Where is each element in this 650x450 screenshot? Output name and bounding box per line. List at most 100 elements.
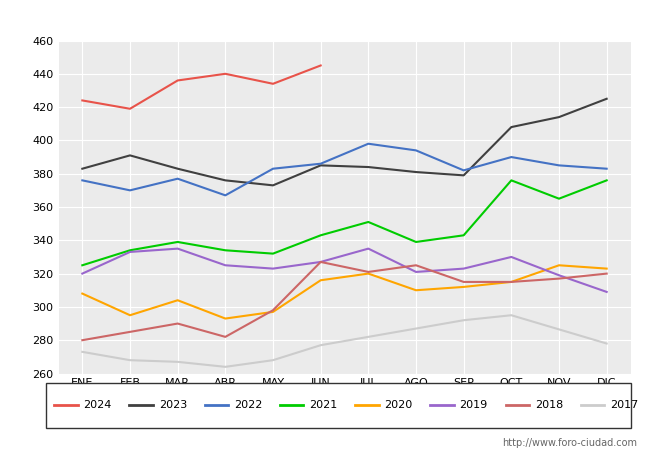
2018 <box>412 263 420 268</box>
2018 <box>174 321 181 326</box>
2024 <box>317 63 324 68</box>
2023 <box>603 96 610 102</box>
2024 <box>79 98 86 103</box>
2019 <box>317 259 324 265</box>
2021 <box>412 239 420 245</box>
2018 <box>269 307 277 313</box>
Line: 2024: 2024 <box>83 65 320 109</box>
2021 <box>365 219 372 225</box>
2023 <box>365 164 372 170</box>
2017 <box>222 364 229 369</box>
2023 <box>269 183 277 188</box>
2018 <box>126 329 134 335</box>
2017 <box>460 318 467 323</box>
2018 <box>508 279 515 285</box>
2019 <box>269 266 277 271</box>
2017 <box>603 341 610 346</box>
2023 <box>508 124 515 130</box>
Line: 2023: 2023 <box>83 99 606 185</box>
Text: 2020: 2020 <box>384 400 413 410</box>
FancyBboxPatch shape <box>46 382 630 428</box>
Text: 2019: 2019 <box>460 400 488 410</box>
2021 <box>603 178 610 183</box>
2020 <box>555 263 563 268</box>
2023 <box>317 163 324 168</box>
2022 <box>174 176 181 181</box>
2022 <box>508 154 515 160</box>
Text: 2023: 2023 <box>159 400 187 410</box>
2024 <box>269 81 277 86</box>
2020 <box>126 313 134 318</box>
2022 <box>603 166 610 171</box>
Text: 2017: 2017 <box>610 400 638 410</box>
2021 <box>222 248 229 253</box>
2021 <box>79 263 86 268</box>
Text: 2021: 2021 <box>309 400 337 410</box>
2024 <box>126 106 134 112</box>
2018 <box>79 338 86 343</box>
Text: http://www.foro-ciudad.com: http://www.foro-ciudad.com <box>502 438 637 448</box>
2022 <box>126 188 134 193</box>
Line: 2020: 2020 <box>83 266 606 319</box>
2022 <box>365 141 372 146</box>
2020 <box>508 279 515 285</box>
2019 <box>365 246 372 252</box>
2020 <box>603 266 610 271</box>
Line: 2022: 2022 <box>83 144 606 195</box>
2023 <box>555 114 563 120</box>
2019 <box>222 263 229 268</box>
2017 <box>365 334 372 340</box>
2023 <box>412 169 420 175</box>
2022 <box>79 178 86 183</box>
2020 <box>460 284 467 290</box>
2022 <box>317 161 324 166</box>
2019 <box>126 249 134 255</box>
2020 <box>79 291 86 296</box>
2019 <box>174 246 181 252</box>
2021 <box>174 239 181 245</box>
2021 <box>508 178 515 183</box>
2022 <box>222 193 229 198</box>
2023 <box>222 178 229 183</box>
2024 <box>174 78 181 83</box>
2017 <box>79 349 86 355</box>
Line: 2017: 2017 <box>83 315 606 367</box>
2019 <box>508 254 515 260</box>
2022 <box>412 148 420 153</box>
2018 <box>222 334 229 340</box>
2021 <box>460 233 467 238</box>
2019 <box>412 269 420 274</box>
2019 <box>603 289 610 295</box>
2017 <box>508 313 515 318</box>
2018 <box>460 279 467 285</box>
2019 <box>460 266 467 271</box>
Text: Afiliados en Huerta de Valdecarábanos a 31/5/2024: Afiliados en Huerta de Valdecarábanos a … <box>128 10 522 26</box>
2023 <box>460 173 467 178</box>
2021 <box>126 248 134 253</box>
2023 <box>79 166 86 171</box>
2020 <box>222 316 229 321</box>
2020 <box>269 309 277 315</box>
2021 <box>317 233 324 238</box>
2018 <box>555 276 563 281</box>
2018 <box>603 271 610 276</box>
2022 <box>269 166 277 171</box>
Line: 2021: 2021 <box>83 180 606 266</box>
2022 <box>555 163 563 168</box>
2020 <box>317 278 324 283</box>
Line: 2018: 2018 <box>83 262 606 340</box>
2019 <box>555 273 563 278</box>
2022 <box>460 168 467 173</box>
2017 <box>317 342 324 348</box>
2017 <box>269 357 277 363</box>
2017 <box>174 359 181 364</box>
2021 <box>555 196 563 202</box>
2018 <box>365 269 372 274</box>
Text: 2024: 2024 <box>83 400 112 410</box>
Text: 2022: 2022 <box>234 400 263 410</box>
2021 <box>269 251 277 256</box>
Text: 2018: 2018 <box>535 400 563 410</box>
2023 <box>174 166 181 171</box>
2020 <box>412 288 420 293</box>
2020 <box>365 271 372 276</box>
